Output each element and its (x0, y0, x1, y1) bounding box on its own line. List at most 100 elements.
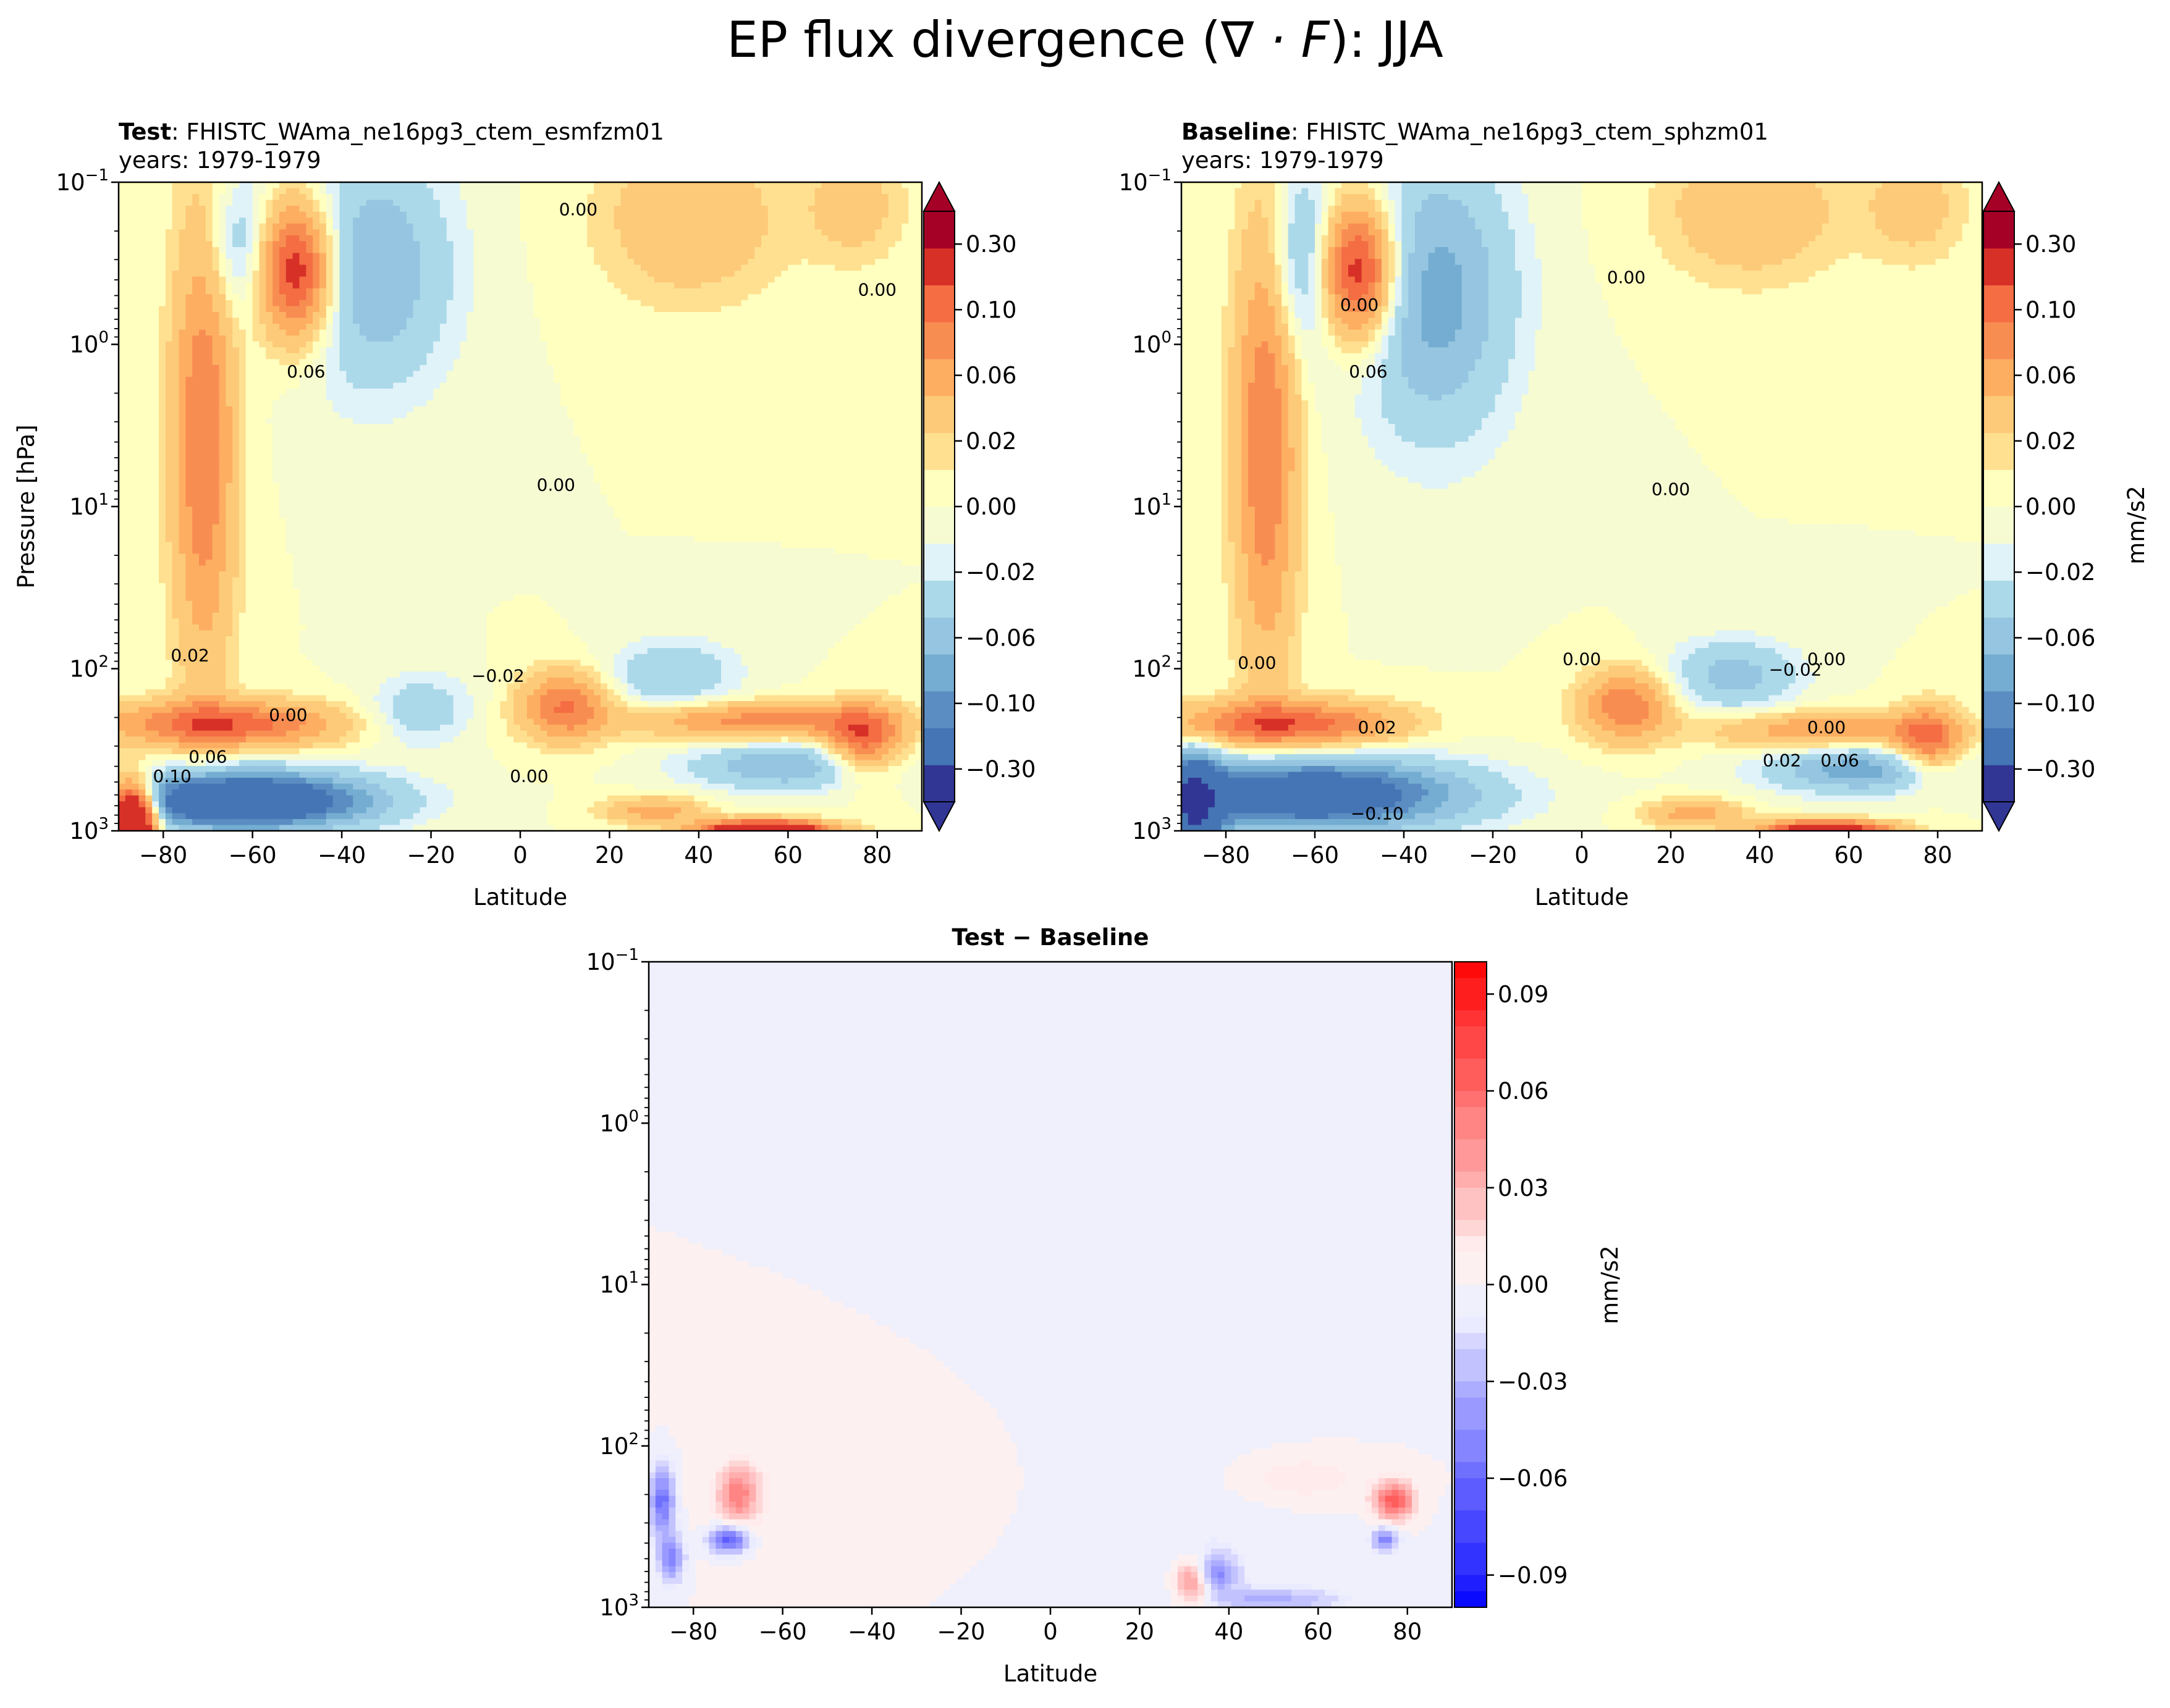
field-cell (526, 182, 534, 189)
field-cell (172, 217, 180, 224)
field-cell (647, 382, 655, 389)
field-cell (165, 241, 173, 248)
field-cell (882, 235, 889, 242)
field-cell (855, 294, 863, 301)
field-cell (526, 400, 534, 407)
field-cell (781, 406, 788, 413)
field-cell (754, 377, 762, 384)
field-cell (707, 271, 715, 277)
field-cell (373, 329, 381, 336)
field-cell (373, 400, 381, 407)
field-cell (714, 206, 722, 212)
field-cell (292, 264, 300, 271)
field-cell (393, 182, 400, 189)
field-cell (721, 382, 728, 389)
field-cell (861, 235, 869, 242)
field-cell (440, 294, 447, 301)
field-cell (601, 306, 608, 313)
field-cell (614, 188, 622, 195)
field-cell (647, 223, 655, 230)
field-cell (741, 294, 748, 301)
field-cell (641, 318, 648, 324)
field-cell (433, 382, 441, 389)
field-cell (641, 247, 648, 254)
field-cell (152, 241, 159, 248)
field-cell (192, 223, 200, 230)
field-cell (721, 347, 728, 354)
field-cell (252, 335, 260, 342)
field-cell (681, 259, 688, 266)
field-cell (882, 382, 889, 389)
field-cell (272, 353, 280, 360)
field-cell (332, 300, 340, 307)
field-cell (560, 188, 568, 195)
field-cell (547, 300, 554, 307)
field-cell (741, 247, 748, 254)
field-cell (426, 341, 434, 348)
field-cell (493, 182, 501, 189)
field-cell (681, 341, 688, 348)
field-cell (420, 353, 427, 360)
field-cell (272, 288, 280, 295)
field-cell (239, 418, 247, 424)
field-cell (486, 341, 494, 348)
field-cell (379, 200, 387, 206)
field-cell (634, 377, 641, 384)
field-cell (339, 377, 347, 384)
field-cell (159, 182, 166, 189)
field-cell (185, 264, 193, 271)
field-cell (152, 335, 159, 342)
field-cell (125, 259, 133, 266)
field-cell (748, 418, 755, 424)
field-cell (172, 182, 180, 189)
field-cell (366, 282, 374, 289)
field-cell (285, 312, 293, 319)
field-cell (627, 364, 635, 372)
field-cell (835, 359, 842, 366)
field-cell (226, 241, 233, 248)
field-cell (875, 241, 882, 248)
field-cell (185, 223, 193, 230)
field-cell (781, 247, 788, 254)
field-cell (507, 400, 514, 407)
field-cell (754, 359, 762, 366)
field-cell (360, 359, 367, 366)
field-cell (908, 188, 916, 195)
field-cell (500, 318, 507, 324)
field-cell (754, 200, 762, 206)
field-cell (460, 253, 467, 259)
field-cell (132, 276, 140, 283)
field-cell (279, 418, 287, 424)
field-cell (393, 259, 400, 266)
field-cell (313, 282, 320, 289)
field-cell (400, 217, 407, 224)
field-cell (801, 300, 809, 307)
field-cell (232, 259, 240, 266)
field-cell (500, 247, 507, 254)
field-cell (627, 371, 635, 377)
field-cell (232, 264, 240, 271)
field-cell (245, 306, 253, 313)
field-cell (326, 412, 334, 419)
field-cell (393, 382, 400, 389)
field-cell (888, 253, 896, 259)
field-cell (460, 276, 467, 283)
field-cell (674, 389, 682, 395)
field-cell (667, 371, 675, 377)
field-cell (901, 341, 909, 348)
field-cell (560, 318, 568, 324)
field-cell (306, 288, 313, 295)
field-cell (694, 241, 702, 248)
field-cell (185, 400, 193, 407)
field-cell (299, 182, 306, 189)
field-cell (681, 335, 688, 342)
field-cell (567, 347, 575, 354)
field-cell (761, 271, 769, 277)
field-cell (594, 271, 601, 277)
field-cell (125, 182, 133, 189)
field-cell (433, 324, 441, 330)
field-cell (540, 382, 547, 389)
field-cell (526, 282, 534, 289)
field-cell (285, 394, 293, 401)
field-cell (379, 264, 387, 271)
